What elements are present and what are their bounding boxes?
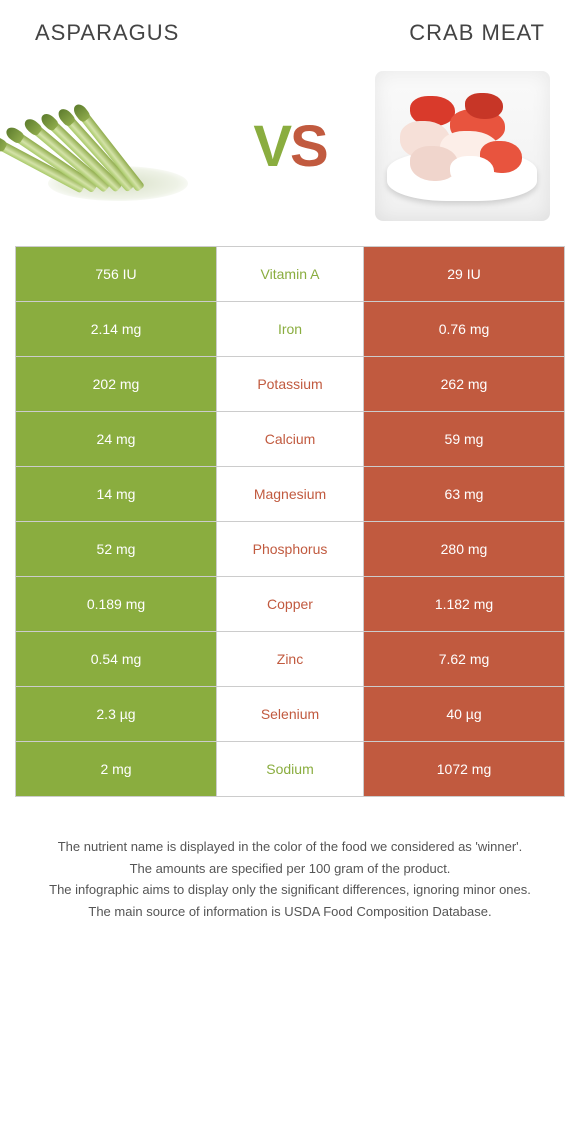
right-value-cell: 262 mg — [364, 357, 564, 411]
left-value-cell: 2 mg — [16, 742, 216, 796]
compare-row: 0.54 mgZinc7.62 mg — [16, 632, 564, 687]
left-value-cell: 0.54 mg — [16, 632, 216, 686]
nutrient-label: Zinc — [216, 632, 364, 686]
comparison-table: 756 IUVitamin A29 IU2.14 mgIron0.76 mg20… — [15, 246, 565, 797]
header-row: ASPARAGUS CRAB MEAT — [15, 20, 565, 56]
right-value-cell: 40 µg — [364, 687, 564, 741]
crab-meat-icon — [375, 71, 550, 221]
right-value-cell: 29 IU — [364, 247, 564, 301]
compare-row: 24 mgCalcium59 mg — [16, 412, 564, 467]
asparagus-image — [25, 71, 210, 221]
compare-row: 52 mgPhosphorus280 mg — [16, 522, 564, 577]
vs-v-letter: V — [253, 114, 290, 179]
nutrient-label: Potassium — [216, 357, 364, 411]
compare-row: 0.189 mgCopper1.182 mg — [16, 577, 564, 632]
nutrient-label: Calcium — [216, 412, 364, 466]
compare-row: 202 mgPotassium262 mg — [16, 357, 564, 412]
left-value-cell: 2.14 mg — [16, 302, 216, 356]
compare-row: 2.3 µgSelenium40 µg — [16, 687, 564, 742]
left-value-cell: 2.3 µg — [16, 687, 216, 741]
nutrient-label: Selenium — [216, 687, 364, 741]
footnotes: The nutrient name is displayed in the co… — [15, 797, 565, 921]
compare-row: 756 IUVitamin A29 IU — [16, 247, 564, 302]
right-value-cell: 0.76 mg — [364, 302, 564, 356]
nutrient-label: Magnesium — [216, 467, 364, 521]
compare-row: 2 mgSodium1072 mg — [16, 742, 564, 797]
compare-row: 14 mgMagnesium63 mg — [16, 467, 564, 522]
left-value-cell: 52 mg — [16, 522, 216, 576]
footnote-line: The infographic aims to display only the… — [35, 880, 545, 900]
right-value-cell: 59 mg — [364, 412, 564, 466]
crab-meat-image — [370, 71, 555, 221]
right-value-cell: 1.182 mg — [364, 577, 564, 631]
asparagus-icon — [38, 91, 198, 201]
vs-s-letter: S — [290, 114, 327, 179]
left-value-cell: 202 mg — [16, 357, 216, 411]
right-value-cell: 1072 mg — [364, 742, 564, 796]
left-value-cell: 756 IU — [16, 247, 216, 301]
right-value-cell: 63 mg — [364, 467, 564, 521]
right-food-title: CRAB MEAT — [409, 20, 545, 46]
nutrient-label: Iron — [216, 302, 364, 356]
footnote-line: The main source of information is USDA F… — [35, 902, 545, 922]
right-value-cell: 280 mg — [364, 522, 564, 576]
left-food-title: ASPARAGUS — [35, 20, 179, 46]
compare-row: 2.14 mgIron0.76 mg — [16, 302, 564, 357]
vs-label: VS — [253, 113, 326, 180]
left-value-cell: 24 mg — [16, 412, 216, 466]
images-row: VS — [15, 56, 565, 246]
footnote-line: The nutrient name is displayed in the co… — [35, 837, 545, 857]
left-value-cell: 0.189 mg — [16, 577, 216, 631]
footnote-line: The amounts are specified per 100 gram o… — [35, 859, 545, 879]
left-value-cell: 14 mg — [16, 467, 216, 521]
nutrient-label: Sodium — [216, 742, 364, 796]
right-value-cell: 7.62 mg — [364, 632, 564, 686]
nutrient-label: Copper — [216, 577, 364, 631]
nutrient-label: Vitamin A — [216, 247, 364, 301]
nutrient-label: Phosphorus — [216, 522, 364, 576]
